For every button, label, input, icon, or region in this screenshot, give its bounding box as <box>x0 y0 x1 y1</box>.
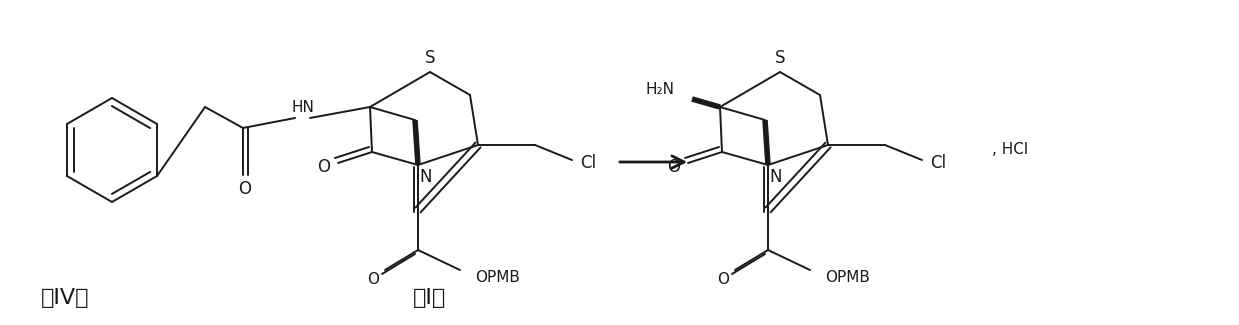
Text: Cl: Cl <box>930 154 947 172</box>
Text: OPMB: OPMB <box>476 270 520 285</box>
Text: O: O <box>317 158 331 176</box>
Text: S: S <box>774 49 786 67</box>
Text: , HCl: , HCl <box>992 142 1028 158</box>
Text: O: O <box>367 272 379 288</box>
Text: （I）: （I） <box>414 288 446 308</box>
Text: OPMB: OPMB <box>825 270 871 285</box>
Text: O: O <box>717 272 729 288</box>
Text: （IV）: （IV） <box>41 288 89 308</box>
Text: Cl: Cl <box>580 154 596 172</box>
Text: O: O <box>238 180 252 198</box>
Text: H₂N: H₂N <box>646 82 674 97</box>
Text: O: O <box>668 158 680 176</box>
Text: HN: HN <box>291 100 315 115</box>
Text: N: N <box>420 168 432 186</box>
Text: S: S <box>425 49 435 67</box>
Text: N: N <box>769 168 782 186</box>
